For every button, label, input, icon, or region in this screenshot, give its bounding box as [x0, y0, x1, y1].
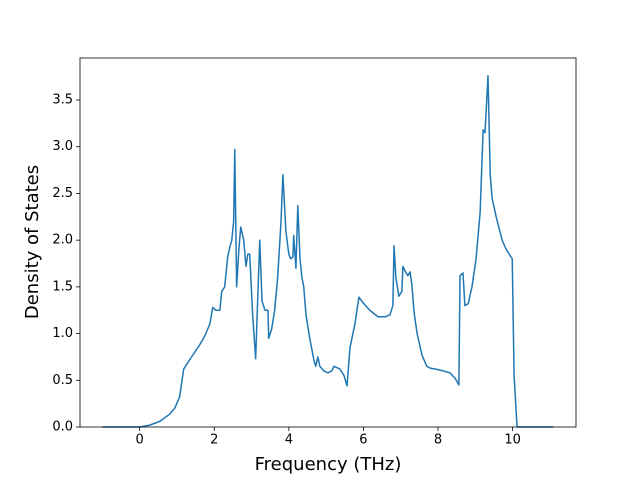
- x-tick-label: 8: [434, 433, 442, 448]
- data-line: [102, 75, 554, 428]
- x-tick-label: 6: [359, 433, 367, 448]
- x-tick-label: 10: [504, 433, 521, 448]
- y-tick-label: 3.5: [52, 93, 73, 108]
- y-tick-label: 0.0: [52, 420, 73, 435]
- y-tick-label: 1.0: [52, 326, 73, 341]
- y-tick-label: 1.5: [52, 279, 73, 294]
- y-axis-label: Density of States: [22, 165, 43, 319]
- y-tick-label: 2.5: [52, 186, 73, 201]
- y-tick-label: 3.0: [52, 139, 73, 154]
- x-axis-label: Frequency (THz): [255, 454, 402, 475]
- x-tick-label: 0: [136, 433, 144, 448]
- x-tick-label: 2: [210, 433, 218, 448]
- y-tick-label: 0.5: [52, 373, 73, 388]
- x-tick-label: 4: [285, 433, 293, 448]
- y-tick-label: 2.0: [52, 233, 73, 248]
- plot-frame: [79, 57, 577, 428]
